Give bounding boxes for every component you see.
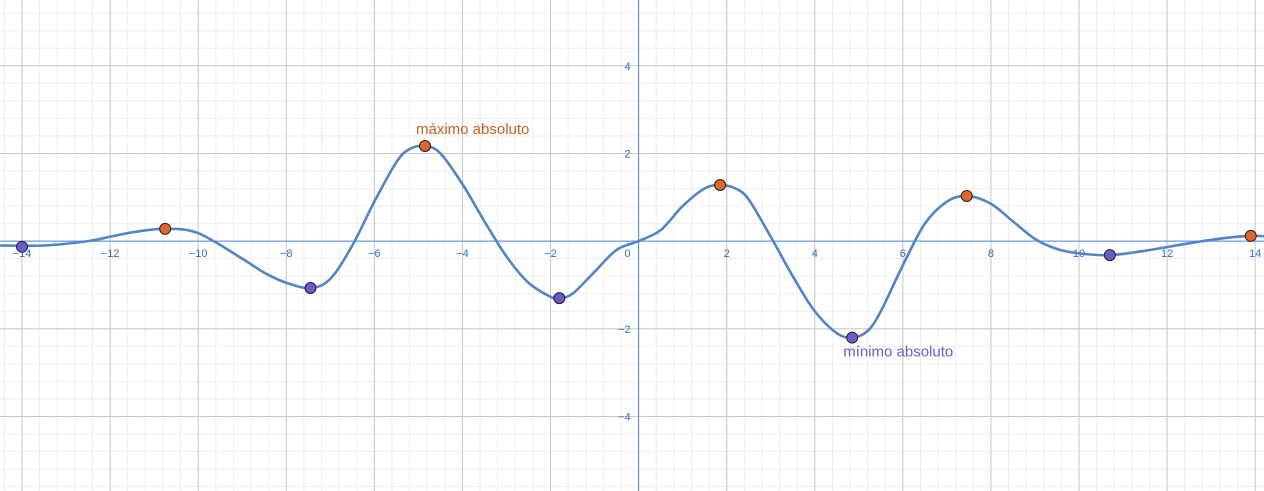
local-minimum-point bbox=[16, 240, 29, 253]
x-tick-label: −12 bbox=[101, 248, 120, 260]
local-maximum-point bbox=[1244, 229, 1257, 242]
x-tick-label: 12 bbox=[1161, 248, 1173, 260]
local-minimum-point bbox=[846, 331, 859, 344]
annotation-label: mínimo absoluto bbox=[843, 344, 953, 361]
x-tick-label: −4 bbox=[456, 248, 469, 260]
annotations: máximo absoluto mínimo absoluto bbox=[416, 121, 953, 361]
local-maximum-point bbox=[714, 179, 727, 192]
x-tick-label: −10 bbox=[189, 248, 208, 260]
annotation-label: máximo absoluto bbox=[416, 121, 529, 138]
origin-label: 0 bbox=[624, 248, 630, 260]
local-maximum-point bbox=[960, 189, 973, 202]
x-tick-label: −8 bbox=[280, 248, 293, 260]
y-tick-label: −4 bbox=[618, 411, 631, 423]
x-tick-label: 6 bbox=[900, 248, 906, 260]
local-minimum-point bbox=[304, 282, 317, 295]
y-tick-label: 2 bbox=[624, 148, 630, 160]
local-maximum-point bbox=[159, 222, 172, 235]
function-curve bbox=[0, 144, 1264, 339]
x-tick-label: −2 bbox=[544, 248, 557, 260]
x-tick-label: 14 bbox=[1249, 248, 1261, 260]
x-tick-label: −6 bbox=[368, 248, 381, 260]
extrema-points bbox=[16, 139, 1257, 344]
local-maximum-point bbox=[419, 139, 432, 152]
y-tick-label: −2 bbox=[618, 324, 631, 336]
local-minimum-point bbox=[1103, 249, 1116, 262]
y-tick-label: 4 bbox=[624, 61, 630, 73]
x-tick-label: 2 bbox=[724, 248, 730, 260]
x-tick-label: −14 bbox=[13, 248, 32, 260]
local-minimum-point bbox=[553, 292, 566, 305]
x-tick-label: 4 bbox=[812, 248, 818, 260]
curve-layer bbox=[0, 144, 1264, 339]
x-tick-label: 8 bbox=[988, 248, 994, 260]
